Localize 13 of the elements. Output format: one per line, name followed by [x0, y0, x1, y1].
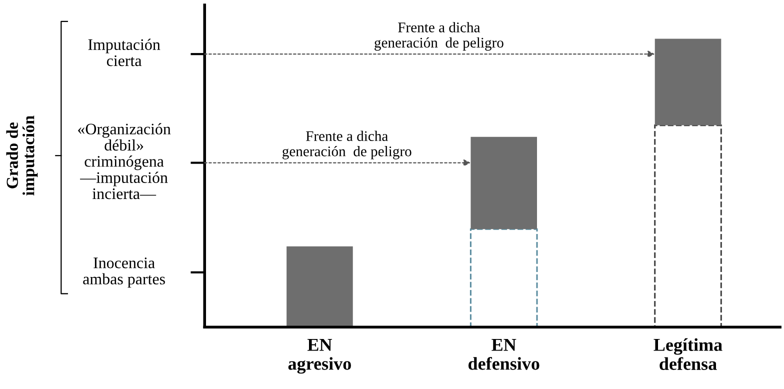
x-tick-label: Legítima defensa [654, 338, 722, 370]
annotation: Frente a dicha generación de peligro [374, 22, 504, 51]
bar [654, 38, 722, 126]
text: Inocencia ambas partes [83, 258, 165, 288]
bar [470, 136, 538, 230]
text: «Organización débil» criminógena —imputación incierta— [78, 123, 171, 200]
annotation: Frente a dicha generación de peligro [282, 130, 412, 160]
bar [286, 246, 353, 328]
text: Grado de imputación [6, 116, 38, 196]
bar [654, 124, 722, 328]
x-tick-label: EN agresivo [288, 338, 351, 374]
x-tick-label: EN defensivo [468, 338, 540, 370]
text: Imputación cierta [88, 38, 160, 66]
